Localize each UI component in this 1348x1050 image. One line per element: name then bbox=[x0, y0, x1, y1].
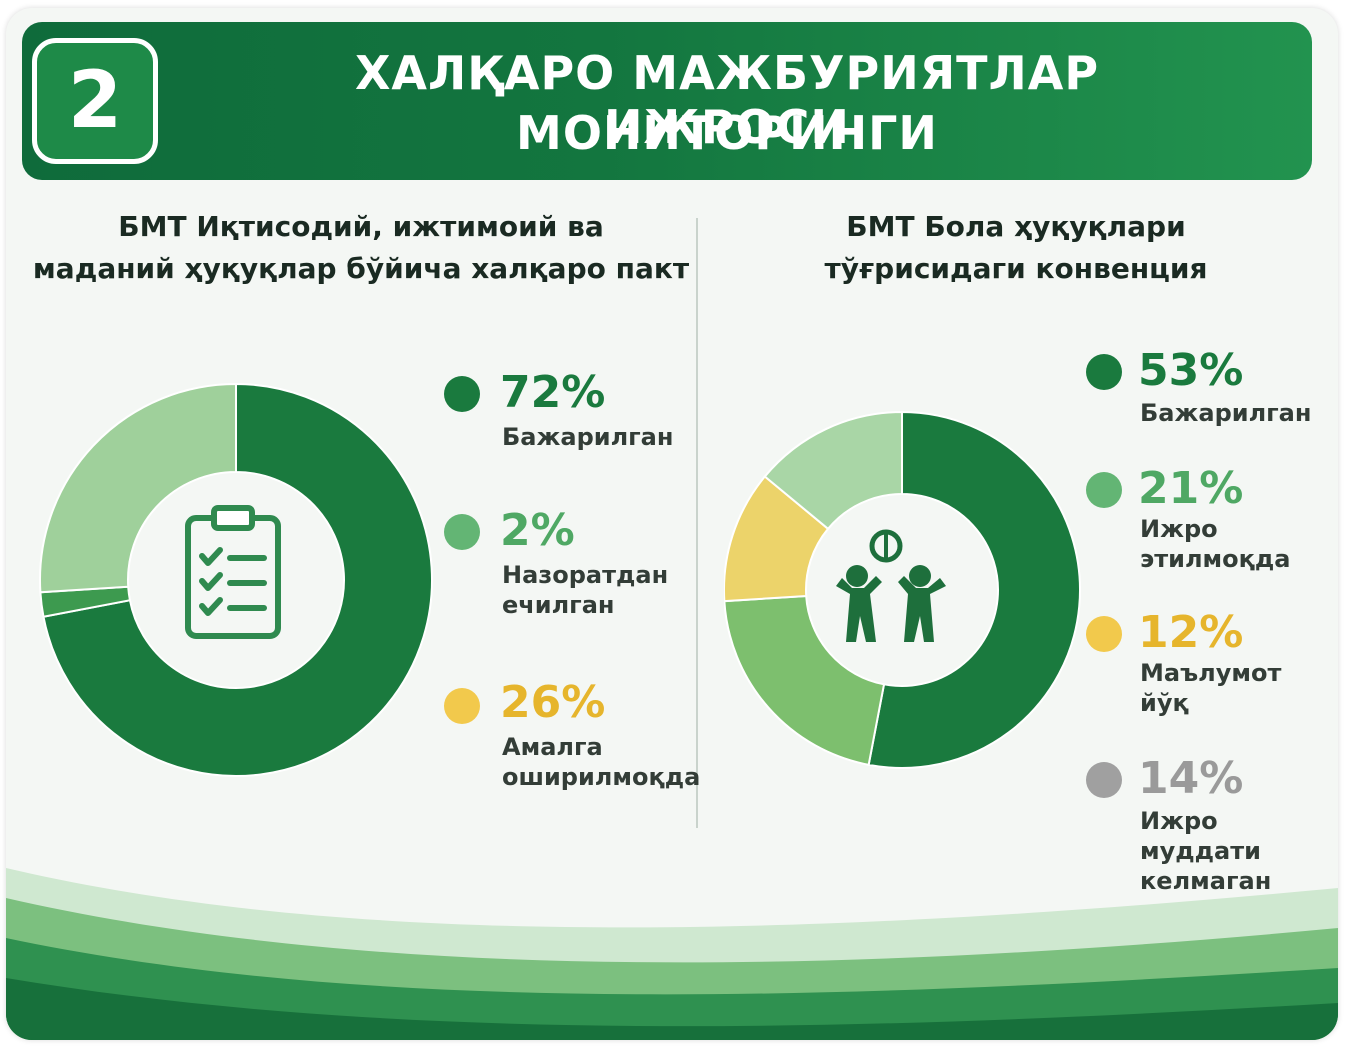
donut-slice-ижро-этилмоқда bbox=[724, 594, 886, 767]
legend-dot-completed-right bbox=[1086, 354, 1122, 390]
legend-pct-completed-right: 53% bbox=[1138, 345, 1244, 396]
page-title-line-2: МОНИТОРИНГИ bbox=[516, 106, 938, 160]
right-panel-title: БМТ Бола ҳуқуқлари тўғрисидаги конвенция bbox=[706, 206, 1326, 290]
left-donut-slices bbox=[39, 382, 433, 777]
legend-label-line: оширилмоқда bbox=[502, 763, 701, 791]
legend-label-no-data: Маълумот йўқ bbox=[1140, 658, 1281, 718]
legend-dot-removed-from-control bbox=[444, 514, 480, 550]
legend-pct-no-data: 12% bbox=[1138, 607, 1244, 658]
left-donut-chart bbox=[39, 382, 433, 777]
legend-pct-being-executed: 21% bbox=[1138, 463, 1244, 514]
legend-label-being-executed: Ижро этилмоқда bbox=[1140, 514, 1291, 574]
section-number-badge: 2 bbox=[32, 38, 158, 164]
right-donut-slices bbox=[724, 410, 1081, 769]
legend-dot-deadline-not-reached bbox=[1086, 762, 1122, 798]
legend-label-line: йўқ bbox=[1140, 689, 1189, 717]
legend-label-line: Маълумот bbox=[1140, 659, 1282, 687]
legend-dot-completed-left bbox=[444, 376, 480, 412]
legend-pct-removed-from-control: 2% bbox=[500, 505, 575, 556]
legend-label-in-progress-left: Амалга оширилмоқда bbox=[502, 732, 700, 792]
panel-divider bbox=[696, 218, 698, 828]
legend-label-removed-from-control: Назоратдан ечилган bbox=[502, 560, 668, 620]
donut-slice-амалга-оширилмоқда bbox=[39, 382, 237, 594]
donut-slice-бажарилган bbox=[42, 382, 433, 777]
infographic-card: 2 ХАЛҚАРО МАЖБУРИЯТЛАР ИЖРОСИ МОНИТОРИНГ… bbox=[6, 8, 1338, 1040]
decorative-wave-footer bbox=[6, 868, 1338, 1040]
legend-pct-in-progress-left: 26% bbox=[500, 677, 606, 728]
page-title-line-1: ХАЛҚАРО МАЖБУРИЯТЛАР ИЖРОСИ bbox=[354, 46, 1100, 154]
right-panel-title-line-2: тўғрисидаги конвенция bbox=[824, 252, 1208, 285]
legend-label-line: Бажарилган bbox=[502, 423, 674, 451]
legend-dot-being-executed bbox=[1086, 472, 1122, 508]
legend-pct-completed-left: 72% bbox=[500, 367, 606, 418]
legend-label-line: ечилган bbox=[502, 591, 615, 619]
legend-label-line: Бажарилган bbox=[1140, 399, 1312, 427]
header-banner: 2 ХАЛҚАРО МАЖБУРИЯТЛАР ИЖРОСИ МОНИТОРИНГ… bbox=[22, 22, 1312, 180]
legend-label-line: келмаган bbox=[1140, 867, 1272, 895]
left-panel-title-line-1: БМТ Иқтисодий, ижтимоий ва bbox=[118, 210, 604, 243]
donut-slice-бажарилган bbox=[867, 410, 1081, 769]
legend-label-line: этилмоқда bbox=[1140, 545, 1291, 573]
children-playing-icon bbox=[836, 529, 946, 642]
right-donut-chart bbox=[724, 410, 1081, 769]
legend-label-line: Ижро bbox=[1140, 515, 1218, 543]
legend-dot-in-progress-left bbox=[444, 688, 480, 724]
donut-slice-ижро-муддати-келмаган bbox=[763, 410, 903, 531]
right-panel-title-line-1: БМТ Бола ҳуқуқлари bbox=[846, 210, 1186, 243]
left-panel-title-line-2: маданий ҳуқуқлар бўйича халқаро пакт bbox=[32, 252, 690, 285]
clipboard-checklist-icon bbox=[185, 505, 281, 639]
legend-pct-deadline-not-reached: 14% bbox=[1138, 753, 1244, 804]
legend-label-completed-right: Бажарилган bbox=[1140, 398, 1311, 428]
legend-label-line: Назоратдан bbox=[502, 561, 669, 589]
legend-dot-no-data bbox=[1086, 616, 1122, 652]
legend-label-deadline-not-reached: Ижро муддати келмаган bbox=[1140, 806, 1338, 896]
left-panel-title: БМТ Иқтисодий, ижтимоий ва маданий ҳуқуқ… bbox=[26, 206, 696, 290]
legend-label-completed-left: Бажарилган bbox=[502, 422, 673, 452]
legend-label-line: Амалга bbox=[502, 733, 603, 761]
legend-label-line: Ижро муддати bbox=[1140, 807, 1261, 865]
